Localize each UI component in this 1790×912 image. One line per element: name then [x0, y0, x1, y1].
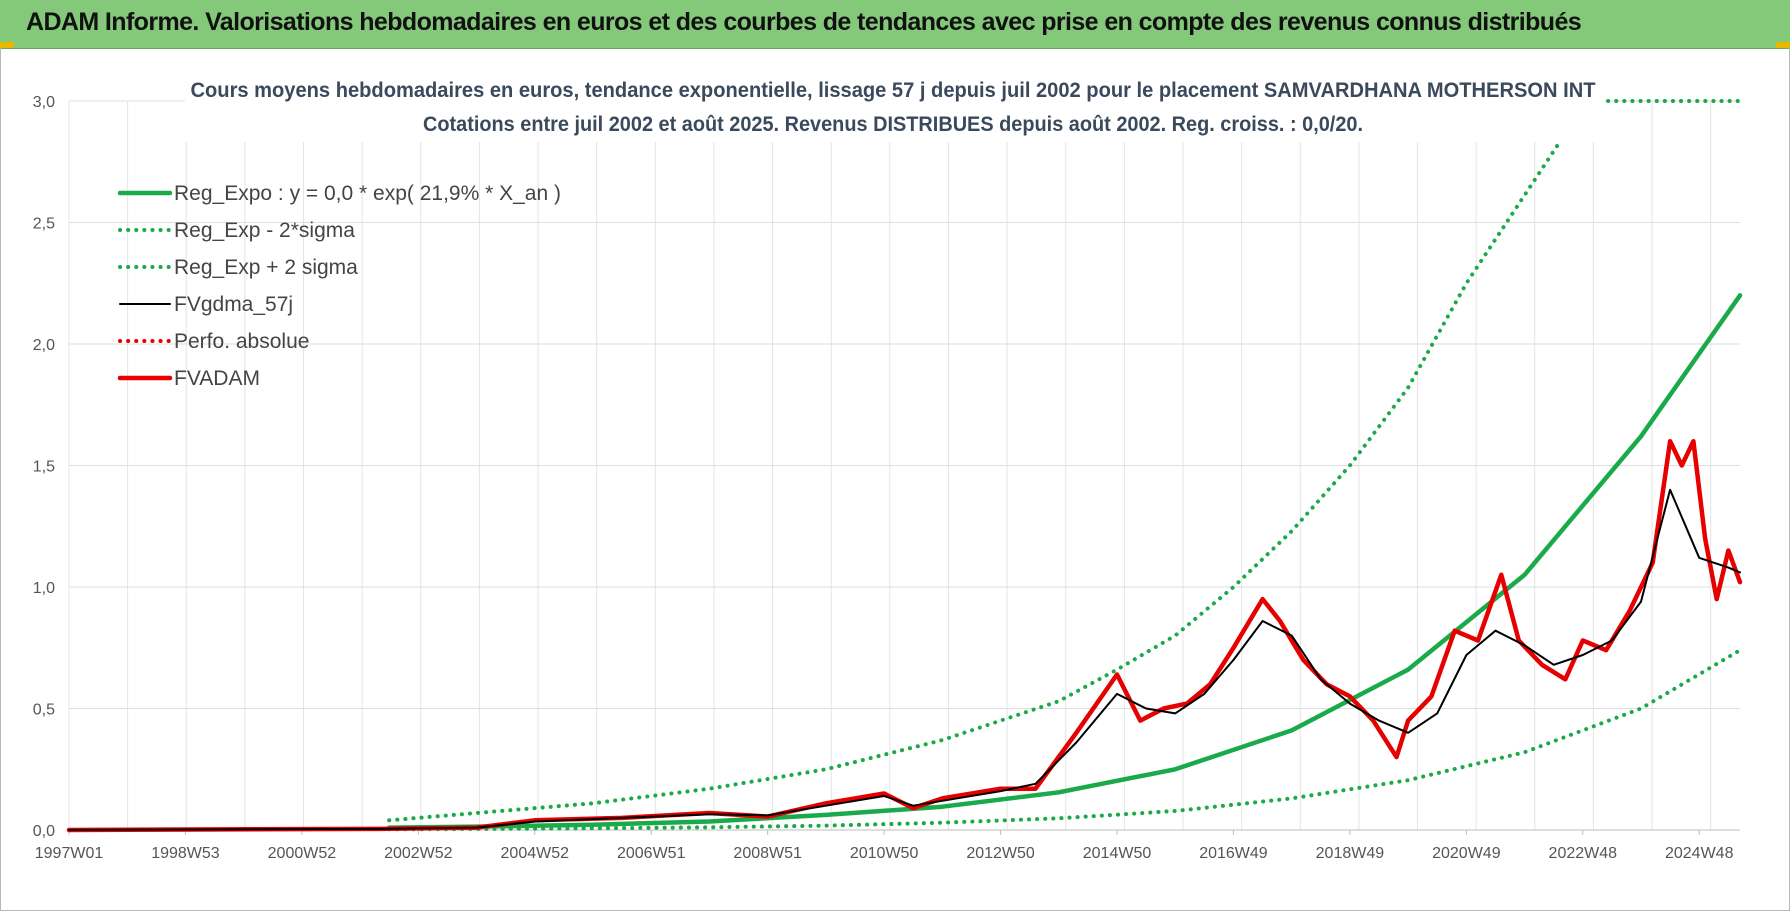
y-tick-label: 0,5 — [33, 702, 55, 719]
title-backdrop — [185, 72, 1605, 142]
x-tick-label: 2008W51 — [733, 845, 802, 862]
chart-title: Cours moyens hebdomadaires en euros, ten… — [191, 79, 1596, 102]
legend-label: Reg_Exp - 2*sigma — [174, 219, 355, 242]
x-tick-label: 1997W01 — [35, 845, 104, 862]
series-line — [68, 488, 1741, 831]
series-layer — [66, 99, 1743, 833]
legend-label: FVgdma_57j — [174, 293, 293, 316]
x-tick-label: 2016W49 — [1199, 845, 1268, 862]
x-tick-label: 2000W52 — [268, 845, 337, 862]
corner-marker-right — [1776, 42, 1790, 48]
header-banner: ADAM Informe. Valorisations hebdomadaire… — [0, 0, 1790, 49]
x-tick-label: 2006W51 — [617, 845, 686, 862]
legend-label: Reg_Expo : y = 0,0 * exp( 21,9% * X_an ) — [174, 182, 561, 205]
legend-label: Perfo. absolue — [174, 330, 309, 353]
chart-subtitle: Cotations entre juil 2002 et août 2025. … — [423, 113, 1363, 136]
series-line — [386, 293, 1743, 830]
y-tick-label: 2,0 — [33, 337, 55, 354]
legend-label: FVADAM — [174, 367, 260, 390]
y-tick-label: 3,0 — [33, 94, 55, 111]
y-tick-label: 0,0 — [33, 823, 55, 840]
grid — [68, 100, 1740, 835]
y-tick-label: 1,0 — [33, 580, 55, 597]
x-tick-label: 2004W52 — [501, 845, 570, 862]
x-tick-label: 2020W49 — [1432, 845, 1501, 862]
legend: Reg_Expo : y = 0,0 * exp( 21,9% * X_an )… — [117, 182, 561, 390]
corner-marker-left — [0, 42, 14, 48]
x-tick-label: 1998W53 — [151, 845, 220, 862]
x-tick-label: 2002W52 — [384, 845, 453, 862]
y-tick-label: 1,5 — [33, 459, 55, 476]
page-title: ADAM Informe. Valorisations hebdomadaire… — [26, 8, 1582, 36]
x-tick-label: 2012W50 — [966, 845, 1035, 862]
legend-label: Reg_Exp + 2 sigma — [174, 256, 358, 279]
x-tick-label: 2024W48 — [1665, 845, 1734, 862]
y-tick-label: 2,5 — [33, 216, 55, 233]
axis-labels: 0,0 0,5 1,0 1,5 2,0 2,5 3,0 1997W01 1998W53 2000W… — [33, 94, 1734, 862]
x-tick-label: 2022W48 — [1549, 845, 1618, 862]
x-tick-label: 2018W49 — [1316, 845, 1385, 862]
x-tick-label: 2010W50 — [850, 845, 919, 862]
series-line — [387, 648, 1742, 832]
x-tick-label: 2014W50 — [1083, 845, 1152, 862]
series-line — [387, 140, 1562, 823]
